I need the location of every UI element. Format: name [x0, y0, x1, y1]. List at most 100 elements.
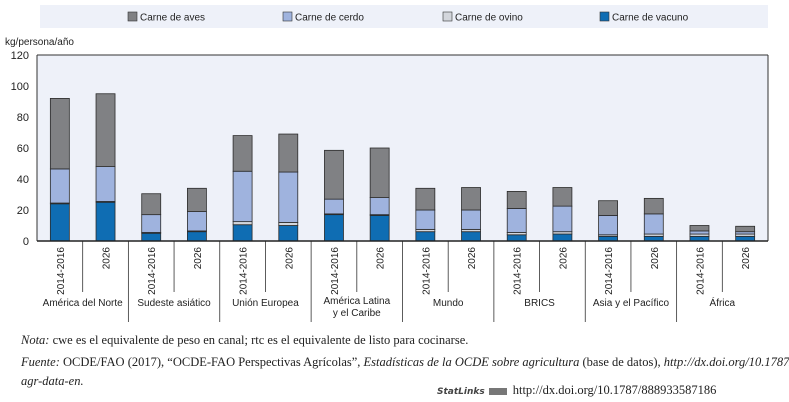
bar-segment — [689, 225, 710, 232]
x-tick-label: 2026 — [558, 247, 569, 270]
bar-segment — [506, 190, 527, 209]
x-tick-label: 2014-2016 — [604, 247, 615, 295]
bar-segment — [552, 233, 573, 242]
group-label: BRICS — [524, 298, 555, 309]
source-database: Estadísticas de la OCDE sobre agricultur… — [363, 355, 580, 369]
source: Fuente: OCDE/FAO (2017), “OCDE-FAO Persp… — [21, 355, 789, 370]
bar-segment — [49, 203, 70, 242]
legend-swatch — [599, 11, 610, 22]
bar-segment — [369, 197, 390, 216]
group-label: Unión Europea — [232, 298, 299, 309]
source-link[interactable]: http://dx.doi.org/10.1787/ — [663, 355, 789, 369]
legend-label: Carne de vacuno — [612, 13, 689, 24]
bar-segment — [278, 225, 299, 242]
bar-segment — [643, 213, 664, 235]
bar-segment — [415, 231, 436, 242]
bar-segment — [141, 193, 162, 216]
bar-segment — [187, 211, 207, 232]
source-text-2: (base de datos), — [579, 355, 664, 369]
note: Nota: cwe es el equivalente de peso en c… — [21, 333, 468, 348]
bar-segment — [95, 166, 116, 202]
bar-segment — [95, 93, 116, 167]
x-tick-label: 2014-2016 — [239, 247, 250, 295]
y-tick-label: 20 — [17, 205, 29, 217]
legend-swatch — [442, 11, 453, 22]
bar-segment — [552, 187, 573, 207]
statlinks-url[interactable]: http://dx.doi.org/10.1787/888933587186 — [512, 383, 717, 397]
bar-segment — [95, 201, 116, 242]
bar-segment — [187, 187, 207, 212]
source-text: OCDE/FAO (2017), “OCDE-FAO Perspectivas … — [59, 355, 364, 369]
statlinks: StatLinks http://dx.doi.org/10.1787/88893… — [437, 383, 716, 398]
x-tick-label: 2026 — [284, 247, 295, 270]
group-label-cont: y el Caribe — [333, 308, 381, 319]
bar-segment — [324, 149, 344, 200]
y-tick-label: 0 — [23, 236, 29, 248]
bar-segment — [324, 198, 344, 215]
bar-segment — [552, 205, 573, 233]
bar-segment — [369, 147, 390, 198]
bar-segment — [141, 232, 162, 242]
legend-swatch — [127, 11, 138, 22]
source-label: Fuente: — [21, 355, 60, 369]
y-tick-label: 100 — [11, 81, 29, 93]
bar-segment — [506, 208, 527, 233]
x-tick-label: 2026 — [741, 247, 752, 270]
source-link-cont[interactable]: agr-data-en. — [21, 374, 84, 388]
bar-segment — [141, 214, 162, 233]
bar-segment — [278, 133, 299, 173]
bar-segment — [369, 215, 390, 242]
legend-label: Carne de cerdo — [295, 13, 364, 24]
legend-swatch — [282, 11, 293, 22]
bar-segment — [278, 171, 299, 223]
bar-segment — [461, 187, 481, 211]
x-tick-label: 2014-2016 — [147, 247, 158, 295]
legend-label: Carne de aves — [140, 13, 205, 24]
bar-segment — [461, 209, 481, 230]
bar-segment — [461, 231, 481, 242]
group-label: Mundo — [433, 298, 464, 309]
x-tick-label: 2026 — [467, 247, 478, 270]
y-tick-label: 40 — [17, 174, 29, 186]
statlinks-logo: StatLinks — [437, 387, 485, 397]
y-tick-label: 120 — [11, 50, 29, 62]
x-tick-label: 2026 — [102, 247, 113, 270]
bar-segment — [232, 221, 253, 226]
bar-segment — [324, 214, 344, 242]
group-label: África — [710, 296, 736, 309]
x-tick-label: 2026 — [193, 247, 204, 270]
x-tick-label: 2014-2016 — [56, 247, 67, 295]
group-label: América Latina — [323, 296, 390, 307]
bar-segment — [415, 187, 436, 211]
source-cont: agr-data-en. — [21, 374, 84, 389]
x-tick-label: 2014-2016 — [330, 247, 341, 295]
y-tick-label: 60 — [17, 143, 29, 155]
group-label: Asia y el Pacífico — [593, 298, 670, 309]
bar-segment — [415, 209, 436, 230]
legend-label: Carne de ovino — [455, 13, 523, 24]
bar-segment — [232, 135, 253, 172]
x-tick-label: 2014-2016 — [421, 247, 432, 295]
y-axis-label: kg/persona/año — [5, 37, 74, 48]
bar-segment — [232, 224, 253, 242]
bar-segment — [643, 197, 664, 215]
y-tick-label: 80 — [17, 112, 29, 124]
group-label: Sudeste asiático — [137, 298, 211, 309]
stacked-bar-chart: Carne de aves Carne de cerdo Carne de ovin… — [5, 5, 769, 322]
bar-segment — [735, 225, 756, 233]
group-label: América del Norte — [43, 298, 123, 309]
bar-segment — [689, 230, 710, 235]
bar-segment — [232, 170, 253, 223]
note-label: Nota: — [21, 333, 50, 347]
note-text: cwe es el equivalente de peso en canal; … — [49, 333, 469, 347]
bar-segment — [278, 221, 299, 226]
legend — [40, 5, 768, 28]
x-tick-label: 2026 — [650, 247, 661, 270]
bar-segment — [187, 231, 207, 242]
x-tick-label: 2014-2016 — [695, 247, 706, 295]
excel-icon — [488, 387, 507, 395]
bar-segment — [49, 168, 70, 204]
x-tick-label: 2026 — [376, 247, 387, 270]
bar-segment — [598, 200, 618, 216]
bar-segment — [49, 98, 70, 170]
